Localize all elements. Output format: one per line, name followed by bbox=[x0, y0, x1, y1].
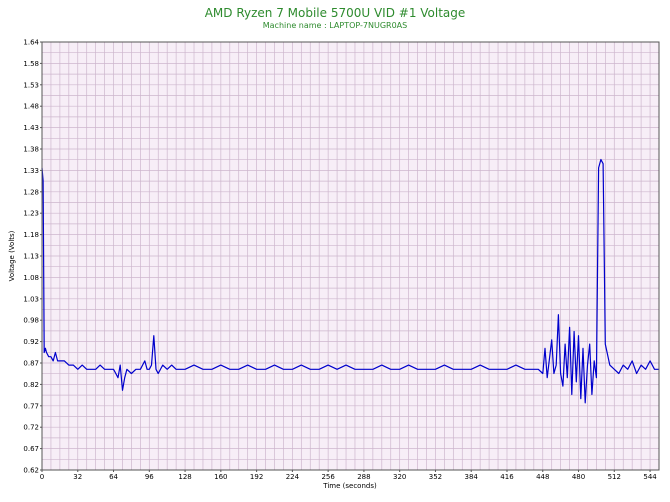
x-tick-label: 128 bbox=[178, 473, 191, 481]
x-tick-label: 512 bbox=[608, 473, 621, 481]
series-group bbox=[41, 158, 659, 404]
x-tick-label: 352 bbox=[429, 473, 442, 481]
y-tick-label: 0.82 bbox=[23, 381, 39, 389]
x-tick-label: 0 bbox=[40, 473, 44, 481]
x-axis-ticks: 0 32 64 96 128 160 192 224 256 288 320 352 384 416 448… bbox=[40, 470, 657, 481]
x-tick-label: 32 bbox=[73, 473, 82, 481]
y-tick-label: 0.77 bbox=[23, 402, 39, 410]
y-tick-label: 1.03 bbox=[23, 295, 39, 303]
x-tick-label: 384 bbox=[465, 473, 479, 481]
y-tick-label: 1.28 bbox=[23, 188, 39, 196]
y-tick-label: 1.38 bbox=[23, 146, 39, 154]
y-tick-label: 0.87 bbox=[23, 360, 39, 368]
x-tick-label: 224 bbox=[286, 473, 300, 481]
x-tick-label: 448 bbox=[536, 473, 549, 481]
grid-lines bbox=[41, 41, 660, 471]
y-tick-label: 1.33 bbox=[23, 167, 39, 175]
y-tick-label: 0.98 bbox=[23, 317, 39, 325]
x-tick-label: 544 bbox=[643, 473, 657, 481]
chart-title: AMD Ryzen 7 Mobile 5700U VID #1 Voltage bbox=[205, 6, 466, 20]
x-axis-label: Time (seconds) bbox=[322, 482, 377, 490]
series-line-vid-voltage bbox=[41, 158, 659, 404]
y-tick-label: 1.13 bbox=[23, 253, 39, 261]
x-tick-label: 192 bbox=[250, 473, 263, 481]
x-tick-label: 320 bbox=[393, 473, 406, 481]
y-tick-label: 0.72 bbox=[23, 424, 39, 432]
y-axis-label: Voltage (Volts) bbox=[8, 230, 16, 281]
y-tick-label: 1.23 bbox=[23, 210, 39, 218]
x-tick-label: 480 bbox=[572, 473, 585, 481]
chart-subtitle: Machine name : LAPTOP-7NUGR0AS bbox=[263, 21, 407, 30]
y-tick-label: 1.18 bbox=[23, 231, 39, 239]
x-tick-label: 416 bbox=[500, 473, 514, 481]
y-tick-label: 1.08 bbox=[23, 274, 39, 282]
y-tick-label: 1.64 bbox=[23, 39, 39, 47]
x-tick-label: 288 bbox=[357, 473, 370, 481]
x-tick-label: 64 bbox=[109, 473, 118, 481]
x-tick-label: 96 bbox=[145, 473, 154, 481]
y-tick-label: 1.53 bbox=[23, 81, 39, 89]
y-tick-label: 0.62 bbox=[23, 467, 39, 475]
y-tick-label: 1.58 bbox=[23, 60, 39, 68]
y-tick-label: 1.48 bbox=[23, 103, 39, 111]
x-tick-label: 160 bbox=[214, 473, 227, 481]
y-tick-label: 1.43 bbox=[23, 124, 39, 132]
y-tick-label: 0.92 bbox=[23, 338, 39, 346]
plot-border bbox=[41, 41, 660, 471]
y-axis-ticks: 0.62 0.67 0.72 0.77 0.82 0.87 0.92 0.98 1.03 1.08… bbox=[23, 39, 42, 475]
y-tick-label: 0.67 bbox=[23, 445, 39, 453]
x-tick-label: 256 bbox=[321, 473, 335, 481]
